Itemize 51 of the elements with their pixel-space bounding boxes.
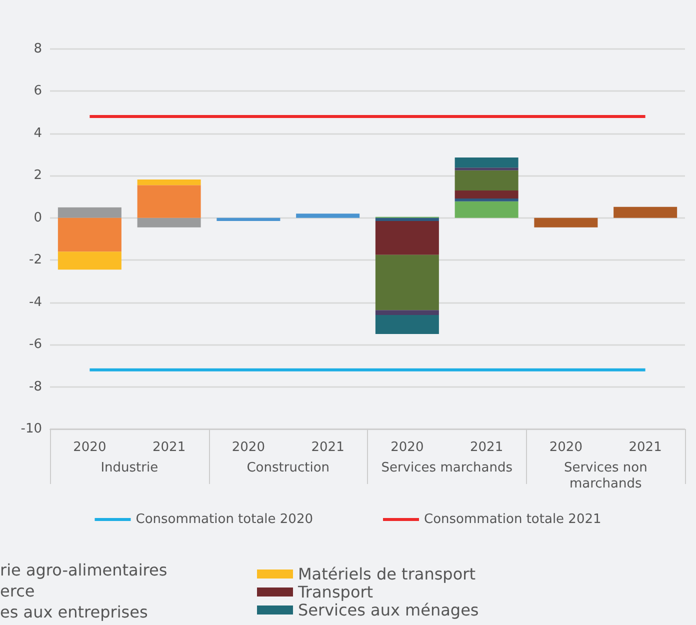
bar — [216, 218, 280, 222]
y-tick-label: 2 — [34, 168, 42, 184]
bar — [454, 158, 518, 168]
bar — [454, 168, 518, 170]
bar — [375, 218, 439, 222]
bar — [454, 201, 518, 218]
y-tick-label: -4 — [29, 294, 42, 310]
legend-label: Consommation totale 2021 — [424, 512, 602, 527]
bar — [454, 190, 518, 198]
text: es aux entreprises — [0, 602, 148, 622]
bar — [296, 214, 360, 218]
x-tick-label: 2021 — [470, 440, 504, 455]
text: erce — [0, 582, 35, 600]
x-tick-label: 2020 — [232, 440, 265, 455]
bar — [454, 198, 518, 202]
x-tick-label: 2021 — [152, 440, 186, 455]
legend-label: Consommation totale 2020 — [136, 512, 313, 527]
y-tick-label: -10 — [20, 422, 42, 436]
bar — [375, 310, 439, 315]
text: Services marchands — [381, 460, 513, 476]
text: Industrie — [100, 460, 158, 476]
bar — [137, 218, 201, 228]
bar — [137, 185, 201, 218]
x-tick-label: 2020 — [549, 440, 582, 455]
legend-label: Matériels de transport — [298, 564, 476, 584]
legend-label: Transport — [297, 582, 374, 602]
bar — [375, 221, 439, 255]
y-tick-label: -6 — [29, 337, 42, 352]
x-tick-label: 2021 — [628, 440, 662, 455]
y-tick-label: 0 — [34, 210, 42, 226]
y-tick-label: -8 — [29, 379, 42, 394]
text: Services non marchands — [564, 460, 648, 492]
bar — [58, 207, 122, 218]
bar — [534, 218, 598, 228]
y-tick-label: -2 — [29, 252, 42, 268]
bar — [375, 254, 439, 310]
text: rie agro-alimentaires — [0, 560, 168, 580]
bar — [58, 218, 122, 252]
bar — [375, 315, 439, 334]
bar — [454, 170, 518, 190]
bar — [137, 179, 201, 186]
y-tick-label: 4 — [34, 126, 42, 141]
x-tick-label: 2021 — [311, 440, 344, 455]
x-tick-label: 2020 — [73, 440, 106, 455]
text: Construction — [246, 460, 330, 476]
y-tick-label: 6 — [34, 84, 42, 99]
legend-label: Services aux ménages — [298, 600, 479, 620]
bar — [614, 206, 678, 218]
bar — [58, 252, 122, 270]
y-tick-label: 8 — [34, 42, 42, 56]
x-tick-label: 2020 — [390, 440, 424, 455]
